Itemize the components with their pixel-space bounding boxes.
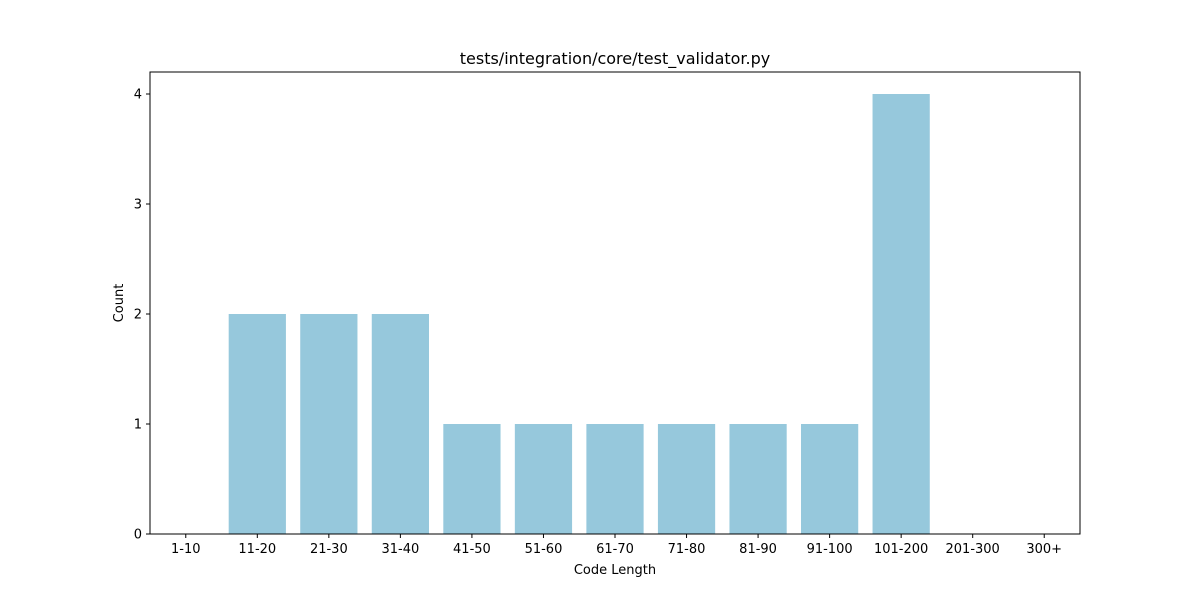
x-tick-label: 61-70 [596, 542, 634, 557]
bar-71-80 [657, 424, 716, 534]
x-tick-label: 91-100 [807, 542, 853, 557]
y-tick-label: 1 [134, 418, 142, 433]
y-tick-label: 2 [134, 308, 142, 323]
x-tick-label: 21-30 [310, 542, 348, 557]
y-tick-label: 3 [134, 198, 142, 213]
y-tick-label: 4 [134, 88, 142, 103]
y-tick-label: 0 [134, 528, 142, 543]
x-tick-label: 51-60 [525, 542, 563, 557]
x-tick-label: 41-50 [453, 542, 491, 557]
x-axis-title: Code Length [574, 563, 656, 578]
y-ticks: 0 1 2 3 4 [134, 88, 150, 543]
bar-91-100 [801, 424, 859, 534]
bar-51-60 [514, 424, 573, 534]
x-ticks: 1-10 11-20 21-30 31-40 41-50 51-60 61-70 71-80 8… [171, 534, 1062, 557]
x-tick-label: 101-200 [874, 542, 928, 557]
x-tick-label: 31-40 [381, 542, 419, 557]
bar-31-40 [371, 314, 429, 534]
x-tick-label: 1-10 [171, 542, 201, 557]
x-tick-label: 11-20 [238, 542, 276, 557]
x-tick-label: 300+ [1026, 542, 1062, 557]
x-tick-label: 81-90 [739, 542, 777, 557]
bar-11-20 [228, 314, 286, 534]
bars-layer [228, 94, 930, 534]
chart-title: tests/integration/core/test_validator.py [460, 49, 771, 69]
x-tick-label: 71-80 [668, 542, 706, 557]
x-tick-label: 201-300 [946, 542, 1000, 557]
bar-81-90 [729, 424, 787, 534]
y-axis-title: Count [112, 284, 127, 323]
bar-21-30 [300, 314, 358, 534]
bar-101-200 [872, 94, 930, 534]
bar-41-50 [443, 424, 501, 534]
bar-61-70 [586, 424, 644, 534]
